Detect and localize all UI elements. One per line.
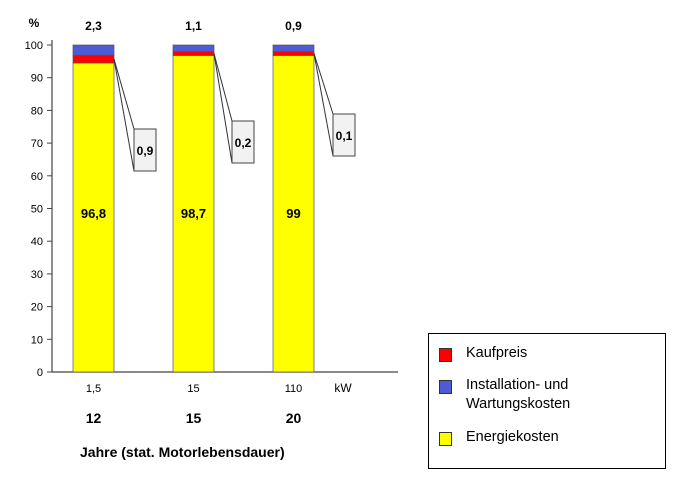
y-tick-label-7: 70: [31, 138, 43, 150]
y-tick-label-2: 20: [31, 302, 43, 314]
bar-install-1: [172, 44, 215, 52]
bar-energie-0: [72, 62, 115, 373]
y-tick-label-9: 90: [31, 73, 43, 85]
power-unit-label: kW: [334, 381, 352, 395]
legend-item-installation: Installation- und Wartungskosten: [439, 376, 636, 414]
callout-leader-top-1: [213, 53, 233, 122]
bar-kauf-0: [72, 54, 115, 64]
y-tick-label-5: 50: [31, 204, 43, 216]
legend-item-kaufpreis: Kaufpreis: [439, 344, 636, 363]
bar-value-label-2: 99: [286, 206, 300, 221]
legend-label-energiekosten: Energiekosten: [466, 429, 559, 445]
callout-box-2: [332, 113, 356, 157]
legend-item-energiekosten: Energiekosten: [439, 428, 636, 447]
legend-swatch-energiekosten: [439, 432, 452, 446]
top-value-label-2: 0,9: [285, 19, 302, 33]
y-tick-label-6: 60: [31, 171, 43, 183]
callout-box-1: [231, 120, 255, 164]
top-value-label-1: 1,1: [185, 19, 202, 33]
y-tick-label-3: 30: [31, 269, 43, 281]
legend-swatch-installation: [439, 380, 452, 394]
legend-label-installation: Installation- und Wartungskosten: [466, 377, 571, 412]
y-tick-label-4: 40: [31, 236, 43, 248]
legend-label-kaufpreis: Kaufpreis: [466, 345, 528, 361]
callout-leader-bottom-0: [113, 58, 135, 172]
years-label-1: 15: [186, 410, 202, 426]
callout-label-2: 0,1: [336, 129, 353, 143]
legend: Kaufpreis Installation- und Wartungskost…: [428, 333, 666, 469]
power-label-1: 15: [187, 383, 199, 395]
bar-energie-2: [272, 55, 315, 373]
bar-install-0: [72, 44, 115, 56]
bar-energie-1: [172, 55, 215, 373]
bar-kauf-1: [172, 51, 215, 56]
y-tick-label-10: 100: [25, 40, 43, 52]
x-axis-title: Jahre (stat. Motorlebensdauer): [80, 444, 285, 460]
legend-swatch-kaufpreis: [439, 348, 452, 362]
years-label-2: 20: [286, 410, 302, 426]
callout-leader-top-0: [113, 58, 135, 130]
bar-value-label-1: 98,7: [181, 206, 206, 221]
y-axis-unit: %: [29, 16, 40, 30]
bar-install-2: [272, 44, 315, 52]
years-label-0: 12: [86, 410, 102, 426]
y-tick-label-0: 0: [37, 367, 43, 379]
callout-label-1: 0,2: [235, 136, 252, 150]
power-label-0: 1,5: [86, 383, 101, 395]
callout-box-0: [133, 128, 157, 172]
y-tick-label-8: 80: [31, 105, 43, 117]
callout-label-0: 0,9: [137, 144, 154, 158]
top-value-label-0: 2,3: [85, 19, 102, 33]
callout-leader-bottom-1: [213, 53, 233, 164]
bar-kauf-2: [272, 51, 315, 56]
y-tick-label-1: 10: [31, 334, 43, 346]
power-label-2: 110: [285, 383, 303, 395]
callout-leader-top-2: [313, 53, 334, 115]
callout-leader-bottom-2: [313, 53, 334, 157]
bar-value-label-0: 96,8: [81, 206, 106, 221]
